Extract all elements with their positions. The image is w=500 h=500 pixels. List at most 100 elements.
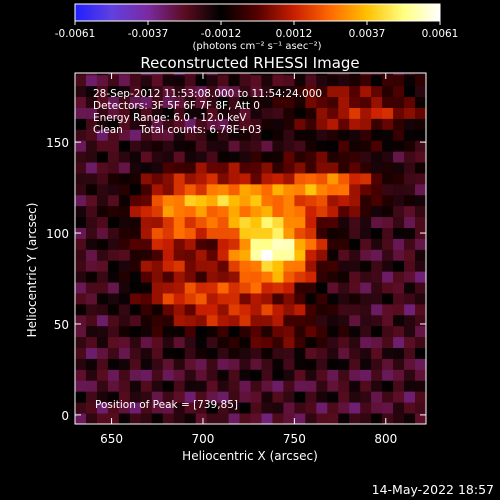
heatmap-cell <box>283 282 295 294</box>
heatmap-cell <box>195 402 208 414</box>
heatmap-cell <box>140 107 153 119</box>
heatmap-cell <box>272 402 284 414</box>
heatmap-cell <box>217 227 229 239</box>
heatmap-cell <box>393 293 405 305</box>
heatmap-cell <box>316 271 328 283</box>
heatmap-cell <box>217 194 229 207</box>
heatmap-cell <box>195 325 208 338</box>
heatmap-cell <box>316 336 328 349</box>
heatmap-cell <box>371 293 383 305</box>
heatmap-cell <box>327 194 339 207</box>
heatmap-cell <box>327 140 339 152</box>
heatmap-cell <box>140 73 153 76</box>
heatmap-cell <box>294 238 306 250</box>
heatmap-cell <box>261 336 273 349</box>
heatmap-cell <box>162 140 175 152</box>
heatmap-cell <box>107 85 120 98</box>
heatmap-cell <box>85 227 98 239</box>
heatmap-cell <box>371 249 383 261</box>
heatmap-cell <box>228 129 240 141</box>
heatmap-cell <box>151 85 164 98</box>
heatmap-cell <box>371 314 383 327</box>
heatmap-cell <box>195 238 208 250</box>
heatmap-cell <box>239 118 251 130</box>
y-axis-label: Heliocentric Y (arcsec) <box>25 203 39 338</box>
heatmap-cell <box>140 271 153 283</box>
heatmap-cell <box>294 347 306 359</box>
heatmap-cell <box>371 216 383 228</box>
heatmap-cell <box>162 107 175 119</box>
heatmap-cell <box>316 347 328 359</box>
heatmap-cell <box>107 194 120 207</box>
heatmap-cell <box>107 238 120 250</box>
heatmap-cell <box>349 271 361 283</box>
heatmap-cell <box>195 413 208 425</box>
heatmap-cell <box>404 107 416 119</box>
heatmap-cell <box>294 227 306 239</box>
heatmap-cell <box>272 260 284 272</box>
heatmap-cell <box>96 358 109 370</box>
heatmap-cell <box>239 369 251 381</box>
heatmap-cell <box>338 151 350 163</box>
heatmap-cell <box>349 380 361 392</box>
heatmap-cell <box>360 216 372 228</box>
heatmap-cell <box>151 413 164 425</box>
heatmap-cell <box>85 293 98 305</box>
heatmap-cell <box>107 162 120 174</box>
heatmap-cell <box>349 402 361 414</box>
heatmap-cell <box>382 227 394 239</box>
heatmap-cell <box>261 380 273 392</box>
heatmap-cell <box>228 336 240 349</box>
heatmap-cell <box>118 347 131 359</box>
heatmap-cell <box>283 96 295 108</box>
heatmap-cell <box>371 303 383 316</box>
heatmap-cell <box>371 151 383 163</box>
heatmap-cell <box>272 173 284 185</box>
heatmap-cell <box>85 183 98 196</box>
heatmap-cell <box>283 73 295 76</box>
heatmap-cell <box>316 238 328 250</box>
heatmap-cell <box>96 336 109 349</box>
heatmap-cell <box>250 303 262 316</box>
heatmap-cell <box>349 282 361 294</box>
heatmap-cell <box>316 314 328 327</box>
heatmap-cell <box>327 282 339 294</box>
heatmap-cell <box>107 216 120 228</box>
heatmap-cell <box>184 227 197 239</box>
annotation-time-range: 28-Sep-2012 11:53:08.000 to 11:54:24.000 <box>93 88 322 100</box>
heatmap-cell <box>162 282 175 294</box>
heatmap-cell <box>382 369 394 381</box>
heatmap-cell <box>195 282 208 294</box>
heatmap-cell <box>162 118 175 130</box>
heatmap-cell <box>206 205 218 218</box>
chart-title: Reconstructed RHESSI Image <box>140 54 359 72</box>
heatmap-cell <box>349 74 361 87</box>
heatmap-cell <box>239 260 251 272</box>
heatmap-cell <box>294 293 306 305</box>
heatmap-cell <box>338 303 350 316</box>
heatmap-cell <box>283 413 295 425</box>
heatmap-cell <box>206 303 218 316</box>
heatmap-cell <box>96 107 109 119</box>
heatmap-cell <box>228 260 240 272</box>
heatmap-cell <box>140 380 153 392</box>
y-tick-label: 100 <box>46 227 69 241</box>
heatmap-cell <box>217 325 229 338</box>
heatmap-cell <box>338 107 350 119</box>
heatmap-cell <box>415 216 427 228</box>
heatmap-cell <box>96 271 109 283</box>
heatmap-cell <box>382 107 394 119</box>
heatmap-cell <box>184 96 197 108</box>
heatmap-cell <box>360 107 372 119</box>
heatmap-cell <box>129 358 142 370</box>
heatmap-cell <box>305 358 317 370</box>
heatmap-cell <box>140 336 153 349</box>
heatmap-cell <box>305 74 317 87</box>
heatmap-cell <box>393 118 405 130</box>
heatmap-cell <box>283 74 295 87</box>
colorbar-tick-labels: -0.0061 -0.0037 -0.0012 0.0012 0.0037 0.0061 <box>55 28 459 40</box>
heatmap-cell <box>404 369 416 381</box>
heatmap-cell <box>261 85 273 98</box>
heatmap-cell <box>75 129 87 141</box>
heatmap-cell <box>415 369 427 381</box>
